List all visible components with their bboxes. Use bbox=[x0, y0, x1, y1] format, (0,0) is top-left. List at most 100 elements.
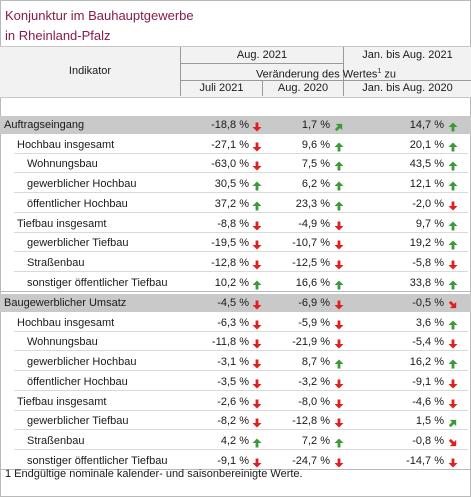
row-value: 8,7 % bbox=[301, 356, 330, 369]
row-value: 1,5 % bbox=[415, 415, 444, 428]
table-row: gewerblicher Hochbau -3,1 % 8,7 % 16,2 % bbox=[0, 353, 471, 372]
trend-down-arrow-icon bbox=[252, 120, 262, 132]
row-value: 14,7 % bbox=[409, 119, 444, 131]
table-row: gewerblicher Tiefbau -8,2 % -12,8 % 1,5 % bbox=[0, 412, 471, 431]
row-value: 12,1 % bbox=[409, 178, 444, 191]
row-value: -6,3 % bbox=[217, 316, 249, 329]
row-label: gewerblicher Tiefbau bbox=[27, 237, 129, 250]
title-line-1: Konjunktur im Bauhauptgewerbe bbox=[5, 8, 194, 23]
trend-down-arrow-icon bbox=[334, 318, 344, 330]
row-label: gewerblicher Hochbau bbox=[27, 356, 137, 369]
row-divider bbox=[14, 211, 468, 213]
row-value: -63,0 % bbox=[211, 158, 249, 171]
header-divider bbox=[180, 47, 181, 96]
trend-up-arrow-icon bbox=[334, 199, 344, 211]
table-row: Wohnungsbau -63,0 % 7,5 % 43,5 % bbox=[0, 155, 471, 174]
row-divider bbox=[14, 192, 468, 194]
header-col-aug-2020: Aug. 2020 bbox=[277, 82, 329, 94]
row-value: -11,8 % bbox=[211, 336, 249, 349]
row-value: 20,1 % bbox=[409, 138, 444, 151]
table-row: Tiefbau insgesamt -8,8 % -4,9 % 9,7 % bbox=[0, 215, 471, 233]
table-row: Straßenbau 4,2 % 7,2 % -0,8 % bbox=[0, 432, 471, 450]
row-label: Wohnungsbau bbox=[27, 158, 98, 171]
row-value: -3,1 % bbox=[217, 356, 249, 369]
row-value: 16,6 % bbox=[295, 276, 330, 289]
trend-down-arrow-icon bbox=[252, 238, 262, 250]
row-value: -4,9 % bbox=[298, 217, 330, 230]
trend-down-arrow-icon bbox=[334, 219, 344, 230]
table-row: gewerblicher Hochbau 30,5 % 6,2 % 12,1 % bbox=[0, 175, 471, 194]
trend-up-arrow-icon bbox=[448, 238, 458, 250]
row-value: 19,2 % bbox=[409, 237, 444, 250]
row-divider bbox=[0, 290, 471, 292]
row-value: 6,2 % bbox=[301, 178, 330, 191]
trend-down-arrow-icon bbox=[252, 258, 262, 270]
trend-up-arrow-icon bbox=[252, 179, 262, 191]
trend-down-right-arrow-icon bbox=[448, 298, 458, 309]
table-row: Baugewerblicher Umsatz -4,5 % -6,9 % -0,5 % bbox=[0, 294, 471, 312]
trend-down-arrow-icon bbox=[334, 298, 344, 310]
trend-up-arrow-icon bbox=[448, 159, 458, 171]
trend-down-arrow-icon bbox=[448, 456, 458, 468]
header-change-text: Veränderung des Wertes bbox=[255, 68, 378, 81]
row-divider bbox=[0, 468, 471, 470]
header-indikator: Indikator bbox=[68, 65, 112, 77]
trend-down-arrow-icon bbox=[334, 416, 344, 428]
row-value: 3,6 % bbox=[415, 316, 444, 329]
trend-up-arrow-icon bbox=[252, 436, 262, 448]
row-value: 9,7 % bbox=[415, 217, 444, 230]
trend-up-arrow-icon bbox=[448, 219, 458, 230]
trend-down-right-arrow-icon bbox=[448, 436, 458, 447]
title-line-2: in Rheinland-Pfalz bbox=[5, 28, 111, 43]
row-value: 23,3 % bbox=[295, 197, 330, 210]
trend-down-arrow-icon bbox=[448, 397, 458, 408]
row-value: -2,0 % bbox=[412, 197, 444, 210]
table-row: Hochbau insgesamt -6,3 % -5,9 % 3,6 % bbox=[0, 314, 471, 332]
row-divider bbox=[14, 231, 468, 233]
trend-down-arrow-icon bbox=[448, 377, 458, 389]
header-col-jan-aug-2020: Jan. bis Aug. 2020 bbox=[362, 82, 453, 94]
trend-down-arrow-icon bbox=[252, 318, 262, 330]
row-divider bbox=[14, 409, 468, 411]
row-value: -12,8 % bbox=[211, 256, 249, 269]
header-change: Veränderung des Wertes1 zu bbox=[181, 65, 471, 82]
table-row: sonstiger öffentlicher Tiefbau 10,2 % 16,6… bbox=[0, 274, 471, 292]
header-change-suffix: zu bbox=[381, 68, 397, 81]
trend-down-arrow-icon bbox=[334, 397, 344, 408]
row-label: Hochbau insgesamt bbox=[17, 316, 115, 329]
row-value: 33,8 % bbox=[409, 276, 444, 289]
row-divider bbox=[14, 448, 468, 450]
header-col-juli-2021: Juli 2021 bbox=[199, 82, 244, 94]
trend-down-arrow-icon bbox=[252, 397, 262, 408]
trend-down-arrow-icon bbox=[252, 337, 262, 349]
header-divider bbox=[343, 47, 344, 96]
trend-up-arrow-icon bbox=[448, 318, 458, 330]
footnote: 1 Endgültige nominale kalender- und sais… bbox=[5, 468, 303, 480]
trend-down-arrow-icon bbox=[334, 258, 344, 270]
row-value: -10,7 % bbox=[292, 237, 330, 250]
trend-down-arrow-icon bbox=[252, 140, 262, 152]
header-divider bbox=[180, 63, 343, 64]
trend-down-arrow-icon bbox=[252, 456, 262, 468]
row-value: 1,7 % bbox=[301, 119, 330, 131]
row-value: -3,2 % bbox=[298, 375, 330, 388]
row-value: -2,6 % bbox=[217, 395, 249, 408]
trend-up-arrow-icon bbox=[334, 159, 344, 171]
trend-down-arrow-icon bbox=[448, 258, 458, 270]
row-label: öffentlicher Hochbau bbox=[27, 197, 128, 210]
trend-up-arrow-icon bbox=[334, 278, 344, 290]
trend-up-arrow-icon bbox=[334, 357, 344, 369]
header-divider bbox=[180, 80, 471, 81]
row-value: -8,2 % bbox=[217, 415, 249, 428]
row-label: öffentlicher Hochbau bbox=[27, 375, 128, 388]
table-title: Konjunktur im Bauhauptgewerbe in Rheinla… bbox=[5, 6, 194, 46]
table-row: Tiefbau insgesamt -2,6 % -8,0 % -4,6 % bbox=[0, 393, 471, 411]
row-divider bbox=[14, 429, 468, 431]
trend-up-arrow-icon bbox=[252, 199, 262, 211]
table-row: Hochbau insgesamt -27,1 % 9,6 % 20,1 % bbox=[0, 136, 471, 154]
row-value: -5,9 % bbox=[298, 316, 330, 329]
row-divider bbox=[14, 251, 468, 253]
row-divider bbox=[14, 172, 468, 174]
trend-up-right-arrow-icon bbox=[334, 120, 344, 132]
row-divider bbox=[14, 330, 468, 332]
